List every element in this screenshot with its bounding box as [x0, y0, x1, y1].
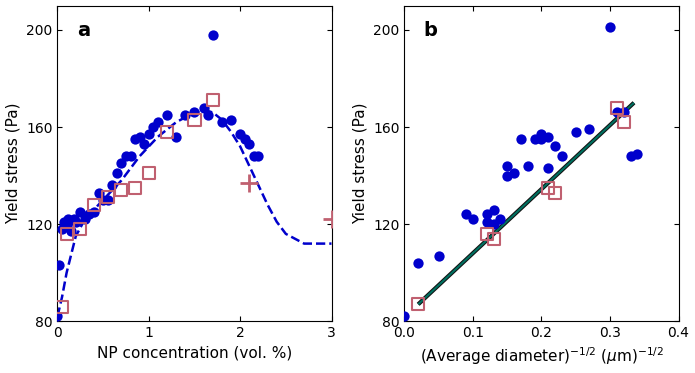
Point: [107, 182, 118, 188]
Point: [618, 119, 629, 125]
Point: [433, 253, 444, 259]
Point: [207, 97, 218, 103]
Point: [68, 216, 79, 222]
Point: [570, 129, 581, 135]
Point: [461, 211, 472, 217]
Point: [84, 211, 95, 217]
Point: [618, 109, 629, 115]
Point: [97, 197, 108, 203]
Point: [129, 136, 140, 142]
Point: [61, 231, 72, 237]
Point: [88, 202, 99, 208]
Point: [225, 117, 236, 123]
Point: [79, 216, 90, 222]
Point: [488, 221, 499, 227]
Point: [56, 226, 67, 232]
Point: [468, 216, 479, 222]
Point: [143, 170, 154, 176]
Point: [495, 216, 506, 222]
Point: [536, 131, 547, 137]
Point: [516, 136, 527, 142]
Point: [543, 165, 554, 171]
Y-axis label: Yield stress (Pa): Yield stress (Pa): [6, 103, 21, 224]
Point: [612, 109, 623, 115]
Point: [75, 209, 86, 215]
Point: [111, 170, 122, 176]
Point: [502, 173, 513, 179]
Point: [189, 117, 200, 123]
Point: [102, 194, 113, 200]
Point: [143, 131, 154, 137]
Point: [171, 134, 182, 140]
Point: [120, 153, 131, 159]
Point: [129, 185, 140, 191]
Point: [134, 134, 145, 140]
Point: [161, 112, 172, 118]
Point: [125, 153, 136, 159]
Point: [509, 170, 520, 176]
Point: [481, 219, 492, 225]
Point: [161, 129, 172, 135]
Point: [244, 141, 255, 147]
Point: [543, 185, 554, 191]
Point: [207, 32, 218, 38]
Point: [93, 189, 104, 195]
Point: [488, 207, 499, 213]
Point: [235, 131, 246, 137]
Point: [56, 304, 67, 310]
Point: [550, 189, 561, 195]
X-axis label: NP concentration (vol. %): NP concentration (vol. %): [97, 346, 292, 361]
Point: [488, 236, 499, 242]
Point: [605, 25, 616, 31]
Point: [152, 119, 163, 125]
Point: [70, 219, 81, 225]
Point: [529, 136, 540, 142]
Point: [253, 153, 264, 159]
Point: [612, 104, 623, 110]
X-axis label: (Average diameter)$^{-1/2}$ ($\mu$m)$^{-1/2}$: (Average diameter)$^{-1/2}$ ($\mu$m)$^{-…: [420, 346, 664, 367]
Point: [75, 226, 86, 232]
Point: [481, 211, 492, 217]
Point: [399, 313, 410, 319]
Point: [413, 301, 424, 307]
Point: [189, 109, 200, 115]
Point: [216, 119, 227, 125]
Point: [203, 112, 214, 118]
Point: [248, 153, 259, 159]
Point: [502, 163, 513, 169]
Point: [198, 104, 209, 110]
Point: [239, 136, 250, 142]
Point: [52, 313, 63, 319]
Point: [180, 112, 191, 118]
Point: [536, 136, 547, 142]
Point: [54, 263, 65, 269]
Text: b: b: [424, 21, 438, 40]
Point: [543, 134, 554, 140]
Point: [58, 219, 70, 225]
Point: [584, 126, 595, 132]
Point: [139, 141, 150, 147]
Point: [148, 124, 159, 130]
Point: [632, 151, 643, 157]
Point: [550, 144, 561, 150]
Y-axis label: Yield stress (Pa): Yield stress (Pa): [352, 103, 368, 224]
Point: [522, 163, 533, 169]
Point: [65, 229, 76, 235]
Point: [102, 197, 113, 203]
Point: [116, 160, 127, 166]
Point: [557, 153, 568, 159]
Point: [481, 231, 492, 237]
Point: [61, 221, 72, 227]
Point: [116, 187, 127, 193]
Point: [413, 260, 424, 266]
Text: a: a: [76, 21, 90, 40]
Point: [88, 209, 99, 215]
Point: [63, 216, 74, 222]
Point: [625, 153, 636, 159]
